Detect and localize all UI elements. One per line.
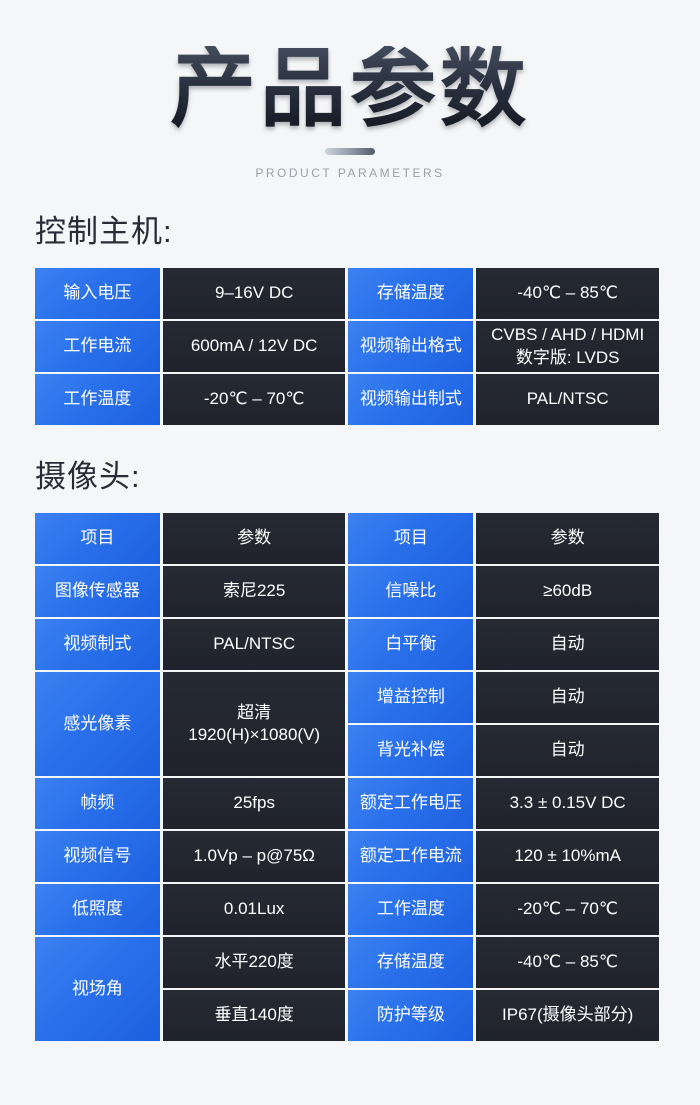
param-label-cell: 视频输出格式 bbox=[348, 321, 474, 372]
column-header-cell: 项目 bbox=[35, 513, 160, 564]
section-host: 控制主机: 输入电压 9–16V DC 存储温度 -40℃ – 85℃ 工作电流… bbox=[35, 206, 665, 427]
param-label-cell: 额定工作电压 bbox=[348, 778, 474, 829]
param-value-cell: -40℃ – 85℃ bbox=[476, 937, 659, 988]
param-value-cell: 垂直140度 bbox=[162, 990, 346, 1041]
param-label-cell: 图像传感器 bbox=[35, 566, 160, 617]
table-row: 输入电压 9–16V DC 存储温度 -40℃ – 85℃ bbox=[35, 268, 659, 319]
title-divider-bar bbox=[325, 148, 375, 155]
column-header-cell: 项目 bbox=[348, 513, 474, 564]
param-label-cell: 输入电压 bbox=[35, 268, 160, 319]
param-label-cell: 视频输出制式 bbox=[348, 374, 474, 425]
table-row: 低照度 0.01Lux 工作温度 -20℃ – 70℃ bbox=[35, 884, 659, 935]
param-value-cell: 自动 bbox=[476, 619, 659, 670]
param-label-cell: 工作温度 bbox=[35, 374, 160, 425]
param-value-line: CVBS / AHD / HDMI bbox=[491, 325, 645, 345]
param-value-cell: ≥60dB bbox=[476, 566, 659, 617]
section-camera: 摄像头: 项目 参数 项目 参数 图像传感器 索尼225 信噪比 ≥60dB 视… bbox=[35, 451, 665, 1043]
param-label-cell: 工作温度 bbox=[348, 884, 474, 935]
param-value-cell: 自动 bbox=[476, 725, 659, 776]
table-header-row: 项目 参数 项目 参数 bbox=[35, 513, 659, 564]
param-label-cell: 信噪比 bbox=[348, 566, 474, 617]
param-value-cell: -40℃ – 85℃ bbox=[476, 268, 659, 319]
param-value-cell: IP67(摄像头部分) bbox=[476, 990, 659, 1041]
param-label-cell: 工作电流 bbox=[35, 321, 160, 372]
param-value-cell: CVBS / AHD / HDMI 数字版: LVDS bbox=[476, 321, 659, 372]
param-value-cell: 1.0Vp – p@75Ω bbox=[162, 831, 346, 882]
param-value-cell: PAL/NTSC bbox=[162, 619, 346, 670]
page-title: 产品参数 bbox=[170, 41, 530, 137]
table-row: 帧频 25fps 额定工作电压 3.3 ± 0.15V DC bbox=[35, 778, 659, 829]
table-row: 感光像素 超清 1920(H)×1080(V) 增益控制 自动 bbox=[35, 672, 659, 776]
param-value-cell: 水平220度 bbox=[162, 937, 346, 988]
param-value-cell: 9–16V DC bbox=[162, 268, 346, 319]
param-value-cell: -20℃ – 70℃ bbox=[476, 884, 659, 935]
param-label-cell: 额定工作电流 bbox=[348, 831, 474, 882]
param-value-cell: 25fps bbox=[162, 778, 346, 829]
param-label-cell: 视频制式 bbox=[35, 619, 160, 670]
param-label-cell: 视频信号 bbox=[35, 831, 160, 882]
param-value-cell: PAL/NTSC bbox=[476, 374, 659, 425]
param-label-cell: 感光像素 bbox=[35, 672, 160, 776]
param-label-cell: 存储温度 bbox=[348, 268, 474, 319]
param-value-line: 1920(H)×1080(V) bbox=[188, 725, 321, 744]
column-header-cell: 参数 bbox=[476, 513, 659, 564]
camera-table: 项目 参数 项目 参数 图像传感器 索尼225 信噪比 ≥60dB 视频制式 P… bbox=[32, 511, 662, 1043]
param-value-cell: 超清 1920(H)×1080(V) bbox=[162, 672, 346, 776]
param-value-cell: 自动 bbox=[476, 672, 659, 723]
table-row: 视频制式 PAL/NTSC 白平衡 自动 bbox=[35, 619, 659, 670]
section-heading-host: 控制主机: bbox=[35, 214, 173, 249]
param-value-cell: 索尼225 bbox=[162, 566, 346, 617]
param-value-cell: 3.3 ± 0.15V DC bbox=[476, 778, 659, 829]
table-row: 垂直140度 防护等级 IP67(摄像头部分) bbox=[35, 990, 659, 1041]
param-label-cell: 低照度 bbox=[35, 884, 160, 935]
table-row: 视场角 水平220度 存储温度 -40℃ – 85℃ bbox=[35, 937, 659, 1041]
param-label-cell: 视场角 bbox=[35, 937, 160, 1041]
table-row: 视频信号 1.0Vp – p@75Ω 额定工作电流 120 ± 10%mA bbox=[35, 831, 659, 882]
param-value-cell: 600mA / 12V DC bbox=[162, 321, 346, 372]
param-label-cell: 防护等级 bbox=[348, 990, 474, 1041]
column-header-cell: 参数 bbox=[162, 513, 346, 564]
page-subtitle: PRODUCT PARAMETERS bbox=[255, 166, 445, 180]
table-row: 工作电流 600mA / 12V DC 视频输出格式 CVBS / AHD / … bbox=[35, 321, 659, 372]
table-row: 图像传感器 索尼225 信噪比 ≥60dB bbox=[35, 566, 659, 617]
table-row: 背光补偿 自动 bbox=[35, 725, 659, 776]
param-value-cell: 120 ± 10%mA bbox=[476, 831, 659, 882]
param-value-cell: -20℃ – 70℃ bbox=[162, 374, 346, 425]
param-label-cell: 白平衡 bbox=[348, 619, 474, 670]
page-header: 产品参数 PRODUCT PARAMETERS bbox=[0, 0, 700, 180]
host-table: 输入电压 9–16V DC 存储温度 -40℃ – 85℃ 工作电流 600mA… bbox=[32, 266, 662, 427]
param-value-line: 数字版: LVDS bbox=[515, 347, 620, 367]
param-label-cell: 增益控制 bbox=[348, 672, 474, 723]
section-heading-camera: 摄像头: bbox=[35, 459, 141, 494]
table-row: 工作温度 -20℃ – 70℃ 视频输出制式 PAL/NTSC bbox=[35, 374, 659, 425]
param-value-line: 超清 bbox=[237, 702, 272, 722]
param-label-cell: 帧频 bbox=[35, 778, 160, 829]
param-label-cell: 背光补偿 bbox=[348, 725, 474, 776]
param-value-cell: 0.01Lux bbox=[162, 884, 346, 935]
param-label-cell: 存储温度 bbox=[348, 937, 474, 988]
